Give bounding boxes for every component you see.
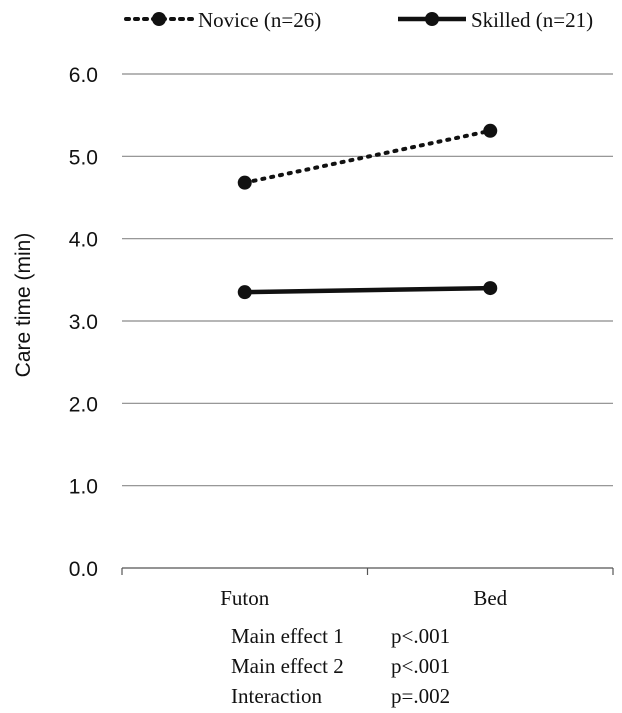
legend-item-novice: Novice (n=26) [124,8,321,32]
series-layer [237,123,498,300]
data-point-novice [483,123,498,138]
stat-label-1: Main effect 1 [231,624,344,648]
legend-swatch-skilled-marker [425,12,439,26]
stat-value-1: p<.001 [391,624,450,648]
y-tick-label: 3.0 [69,311,98,334]
stat-label-2: Main effect 2 [231,654,344,678]
stat-value-2: p<.001 [391,654,450,678]
legend-item-skilled: Skilled (n=21) [398,8,593,32]
y-tick-label: 4.0 [69,229,98,252]
legend-label-skilled: Skilled (n=21) [471,8,593,32]
legend-label-novice: Novice (n=26) [198,8,321,32]
data-point-skilled [483,281,498,296]
data-point-novice [237,175,252,190]
y-tick-label: 1.0 [69,476,98,499]
x-tick-label: Bed [473,586,507,610]
stats-table: Main effect 1 p<.001 Main effect 2 p<.00… [231,624,450,708]
legend-swatch-novice-marker [152,12,166,26]
data-point-skilled [237,285,252,300]
series-line-skilled [242,285,493,295]
y-tick-label: 0.0 [69,558,98,581]
stat-value-3: p=.002 [391,684,450,708]
x-axis-ticks [121,568,614,575]
series-line-novice [242,128,493,185]
y-tick-label: 6.0 [69,64,98,87]
y-tick-labels: 0.0 1.0 2.0 3.0 4.0 5.0 6.0 [69,64,98,581]
x-tick-labels: Futon Bed [220,586,507,610]
legend: Novice (n=26) Skilled (n=21) [124,8,593,32]
gridlines [122,73,613,487]
stat-label-3: Interaction [231,684,322,708]
x-tick-label: Futon [220,586,270,610]
y-axis-label: Care time (min) [12,233,35,378]
y-tick-label: 5.0 [69,146,98,169]
y-tick-label: 2.0 [69,393,98,416]
